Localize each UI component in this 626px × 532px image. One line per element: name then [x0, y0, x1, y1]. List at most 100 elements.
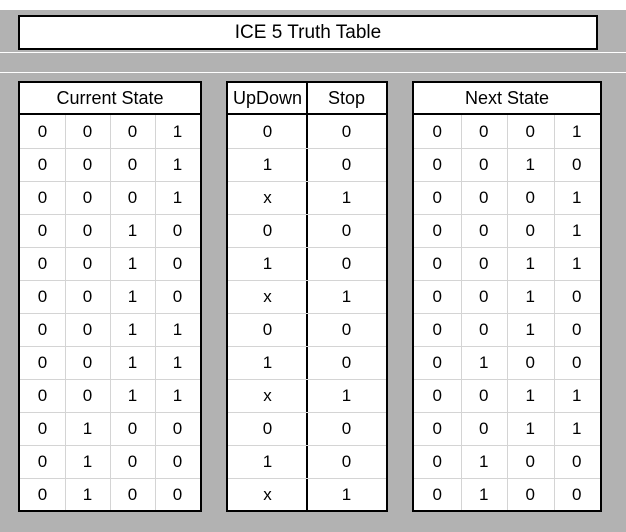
inputs-cell[interactable]: 1 — [341, 286, 352, 306]
next-state-cell[interactable]: 1 — [572, 187, 582, 207]
inputs-cell[interactable]: 1 — [341, 385, 352, 405]
current-state-cell[interactable]: 1 — [172, 187, 183, 207]
next-state-cell[interactable]: 1 — [572, 253, 582, 273]
current-state-cell[interactable]: 0 — [127, 154, 138, 174]
current-state-cell[interactable]: 0 — [127, 484, 138, 504]
inputs-cell[interactable]: 0 — [341, 121, 352, 141]
inputs-cell[interactable]: 0 — [341, 154, 352, 174]
current-state-cell[interactable]: 0 — [172, 253, 183, 273]
next-state-cell[interactable]: 0 — [525, 220, 535, 240]
current-state-cell[interactable]: 1 — [127, 220, 138, 240]
current-state-cell[interactable]: 0 — [127, 187, 138, 207]
current-state-cell[interactable]: 1 — [172, 319, 183, 339]
current-state-cell[interactable]: 1 — [127, 352, 138, 372]
next-state-cell[interactable]: 0 — [479, 187, 489, 207]
current-state-cell[interactable]: 1 — [82, 451, 93, 471]
inputs-cell[interactable]: 0 — [262, 220, 273, 240]
next-state-cell[interactable]: 1 — [525, 418, 535, 438]
current-state-cell[interactable]: 0 — [37, 121, 48, 141]
current-state-cell[interactable]: 0 — [82, 220, 93, 240]
next-state-cell[interactable]: 0 — [479, 385, 489, 405]
current-state-cell[interactable]: 0 — [37, 352, 48, 372]
inputs-cell[interactable]: 0 — [341, 451, 352, 471]
next-state-cell[interactable]: 0 — [479, 319, 489, 339]
current-state-cell[interactable]: 0 — [82, 352, 93, 372]
current-state-cell[interactable]: 0 — [82, 385, 93, 405]
next-state-cell[interactable]: 1 — [479, 484, 489, 504]
next-state-cell[interactable]: 0 — [479, 253, 489, 273]
current-state-cell[interactable]: 0 — [127, 451, 138, 471]
current-state-cell[interactable]: 0 — [37, 418, 48, 438]
current-state-cell[interactable]: 1 — [82, 418, 93, 438]
next-state-cell[interactable]: 1 — [525, 253, 535, 273]
next-state-cell[interactable]: 1 — [525, 154, 535, 174]
next-state-cell[interactable]: 0 — [479, 121, 489, 141]
next-state-cell[interactable]: 1 — [525, 286, 535, 306]
current-state-cell[interactable]: 1 — [82, 484, 93, 504]
inputs-cell[interactable]: x — [263, 286, 272, 306]
next-state-cell[interactable]: 0 — [432, 154, 442, 174]
current-state-cell[interactable]: 1 — [127, 286, 138, 306]
current-state-cell[interactable]: 0 — [172, 220, 183, 240]
next-state-cell[interactable]: 0 — [479, 220, 489, 240]
current-state-cell[interactable]: 0 — [172, 451, 183, 471]
current-state-cell[interactable]: 0 — [82, 154, 93, 174]
next-state-cell[interactable]: 0 — [572, 451, 582, 471]
next-state-cell[interactable]: 0 — [525, 187, 535, 207]
next-state-cell[interactable]: 0 — [432, 418, 442, 438]
inputs-cell[interactable]: 1 — [341, 187, 352, 207]
current-state-cell[interactable]: 0 — [37, 484, 48, 504]
next-state-cell[interactable]: 0 — [525, 451, 535, 471]
current-state-cell[interactable]: 0 — [172, 418, 183, 438]
next-state-cell[interactable]: 0 — [572, 352, 582, 372]
current-state-cell[interactable]: 1 — [172, 352, 183, 372]
next-state-cell[interactable]: 0 — [572, 154, 582, 174]
inputs-cell[interactable]: x — [263, 484, 272, 504]
inputs-cell[interactable]: 0 — [341, 220, 352, 240]
next-state-cell[interactable]: 1 — [572, 121, 582, 141]
current-state-cell[interactable]: 1 — [172, 121, 183, 141]
next-state-cell[interactable]: 1 — [525, 385, 535, 405]
next-state-cell[interactable]: 0 — [432, 484, 442, 504]
current-state-cell[interactable]: 0 — [82, 253, 93, 273]
inputs-cell[interactable]: 0 — [262, 121, 273, 141]
inputs-header-updown[interactable]: UpDown — [232, 88, 303, 108]
next-state-cell[interactable]: 0 — [432, 253, 442, 273]
next-state-cell[interactable]: 1 — [525, 319, 535, 339]
current-state-cell[interactable]: 0 — [37, 253, 48, 273]
inputs-cell[interactable]: 0 — [262, 319, 273, 339]
current-state-cell[interactable]: 0 — [82, 319, 93, 339]
next-state-cell[interactable]: 1 — [572, 385, 582, 405]
current-state-cell[interactable]: 0 — [37, 451, 48, 471]
next-state-cell[interactable]: 0 — [479, 418, 489, 438]
current-state-cell[interactable]: 1 — [127, 385, 138, 405]
current-state-cell[interactable]: 0 — [127, 418, 138, 438]
next-state-cell[interactable]: 0 — [432, 385, 442, 405]
current-state-header[interactable]: Current State — [56, 88, 164, 108]
next-state-cell[interactable]: 1 — [572, 418, 582, 438]
next-state-cell[interactable]: 0 — [525, 484, 535, 504]
current-state-cell[interactable]: 0 — [37, 385, 48, 405]
table-title[interactable]: ICE 5 Truth Table — [18, 15, 598, 50]
next-state-cell[interactable]: 0 — [479, 286, 489, 306]
next-state-cell[interactable]: 0 — [432, 286, 442, 306]
current-state-cell[interactable]: 1 — [127, 253, 138, 273]
inputs-cell[interactable]: 1 — [262, 154, 273, 174]
inputs-cell[interactable]: x — [263, 385, 272, 405]
next-state-cell[interactable]: 0 — [432, 451, 442, 471]
inputs-cell[interactable]: 0 — [262, 418, 273, 438]
next-state-cell[interactable]: 0 — [432, 220, 442, 240]
next-state-cell[interactable]: 0 — [525, 121, 535, 141]
inputs-cell[interactable]: 0 — [341, 319, 352, 339]
current-state-cell[interactable]: 0 — [82, 187, 93, 207]
current-state-cell[interactable]: 0 — [172, 286, 183, 306]
current-state-cell[interactable]: 0 — [172, 484, 183, 504]
current-state-cell[interactable]: 0 — [82, 286, 93, 306]
inputs-cell[interactable]: 0 — [341, 418, 352, 438]
current-state-cell[interactable]: 0 — [127, 121, 138, 141]
current-state-cell[interactable]: 0 — [37, 319, 48, 339]
next-state-cell[interactable]: 0 — [572, 319, 582, 339]
inputs-cell[interactable]: x — [263, 187, 272, 207]
next-state-cell[interactable]: 1 — [572, 220, 582, 240]
next-state-cell[interactable]: 0 — [432, 352, 442, 372]
